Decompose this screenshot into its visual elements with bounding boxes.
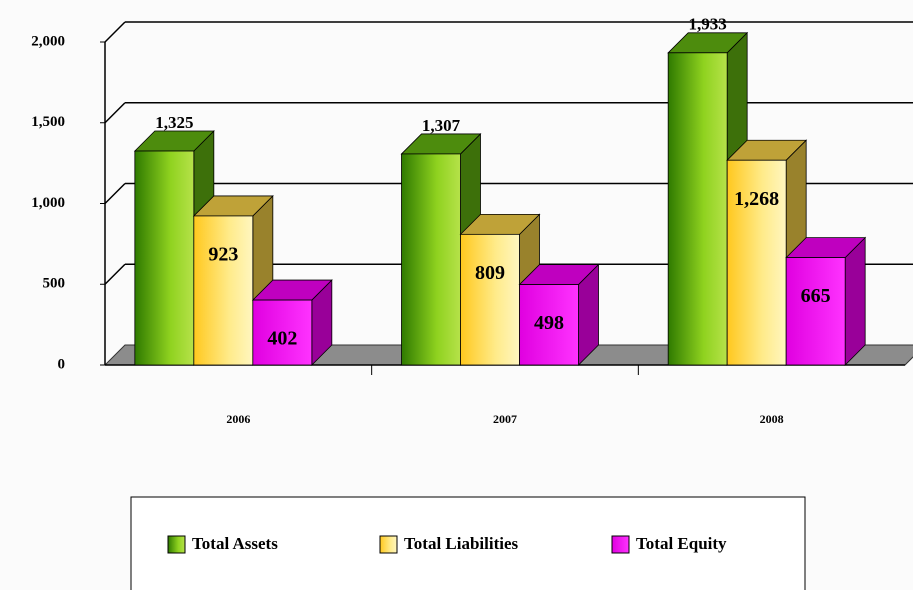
legend-swatch	[167, 535, 186, 554]
grid-connector	[104, 21, 126, 43]
legend-box	[130, 496, 806, 590]
bar	[252, 299, 313, 366]
value-label: 1,268	[734, 188, 779, 210]
bar	[785, 257, 846, 366]
value-label: 1,933	[689, 15, 727, 34]
grid-connector	[104, 102, 126, 124]
x-tick-label: 2007	[493, 412, 517, 426]
legend-swatch	[611, 535, 630, 554]
legend-swatch	[379, 535, 398, 554]
value-label: 1,325	[155, 113, 193, 132]
grid-connector	[104, 182, 126, 205]
value-label: 1,307	[422, 116, 461, 135]
value-label: 498	[534, 312, 564, 334]
value-label: 923	[208, 244, 238, 266]
y-tick-label: 0	[58, 356, 66, 372]
value-label: 809	[475, 262, 505, 284]
bar	[401, 153, 461, 366]
bar	[519, 284, 579, 366]
y-tick-label: 1,000	[31, 195, 65, 211]
grid-connector	[104, 263, 126, 285]
value-label: 665	[801, 285, 831, 307]
bar	[460, 233, 520, 366]
x-tick-label: 2006	[226, 412, 250, 426]
bar	[667, 52, 728, 366]
bar	[193, 215, 254, 366]
legend-label: Total Liabilities	[404, 534, 519, 553]
bar	[134, 150, 195, 366]
legend-label: Total Assets	[192, 534, 278, 553]
y-tick-label: 2,000	[31, 33, 65, 49]
y-tick-label: 1,500	[31, 114, 65, 130]
y-tick-label: 500	[43, 276, 66, 292]
legend-label: Total Equity	[636, 534, 727, 553]
x-tick-label: 2008	[760, 412, 784, 426]
bar-side	[844, 236, 866, 366]
bar	[726, 159, 787, 366]
value-label: 402	[267, 328, 297, 350]
